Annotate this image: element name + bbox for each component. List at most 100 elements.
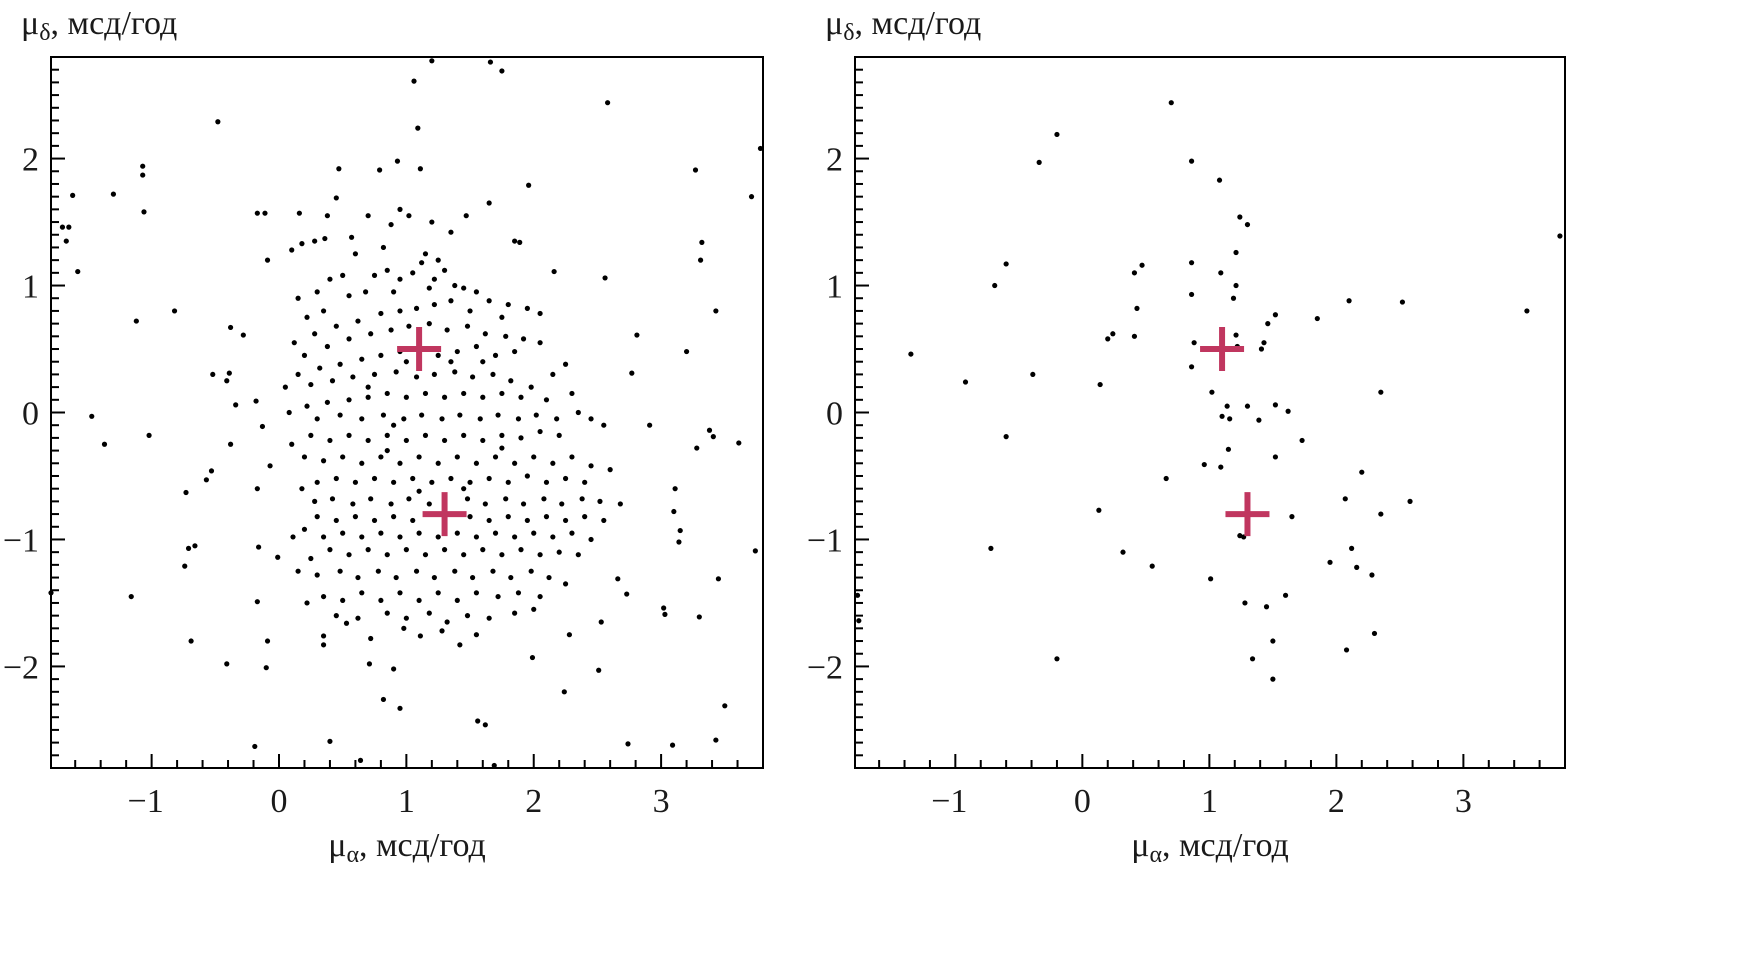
data-point	[378, 352, 384, 358]
y-tick-label: −1	[807, 522, 843, 559]
data-point	[486, 200, 492, 206]
data-point	[1256, 417, 1262, 423]
data-point	[359, 590, 365, 596]
data-point	[1272, 454, 1279, 460]
data-point	[397, 705, 403, 711]
data-point	[518, 435, 524, 441]
data-point	[1314, 315, 1320, 322]
data-point	[439, 628, 445, 634]
data-point	[598, 619, 604, 625]
data-point	[368, 496, 374, 502]
data-point	[597, 498, 603, 504]
data-point	[215, 119, 221, 125]
data-point	[486, 517, 492, 524]
data-point	[333, 517, 339, 524]
data-point	[1208, 576, 1214, 582]
data-point	[371, 475, 378, 482]
data-point	[359, 416, 365, 422]
data-point	[480, 547, 486, 553]
data-point	[490, 371, 496, 378]
x-tick-label: 0	[1074, 783, 1091, 820]
data-point	[327, 738, 333, 744]
data-point	[406, 213, 412, 219]
data-point	[128, 593, 134, 600]
data-point	[63, 238, 69, 244]
data-point	[1209, 389, 1215, 395]
data-point	[365, 547, 371, 553]
data-point	[203, 477, 209, 483]
data-point	[1244, 221, 1251, 228]
data-point	[264, 257, 271, 263]
data-point	[452, 369, 458, 375]
data-point	[1354, 564, 1360, 570]
data-point	[546, 574, 552, 581]
data-point	[1359, 469, 1365, 475]
data-point	[531, 530, 537, 536]
data-point	[671, 508, 677, 515]
data-point	[1244, 403, 1251, 409]
data-points	[854, 100, 1563, 682]
data-point	[289, 247, 295, 253]
plot-frame	[50, 56, 764, 769]
data-point	[352, 251, 359, 257]
data-point	[403, 547, 409, 553]
data-point	[413, 305, 420, 311]
cluster-center-marker	[422, 492, 467, 537]
data-point	[464, 496, 471, 502]
data-point	[473, 460, 480, 466]
data-point	[378, 454, 384, 460]
cluster-center-marker	[1225, 492, 1270, 537]
data-point	[562, 361, 569, 367]
data-point	[1054, 131, 1060, 138]
y-tick-label: −2	[807, 649, 843, 686]
data-point	[908, 351, 914, 357]
x-tick-label: 2	[1328, 783, 1345, 820]
data-point	[454, 348, 460, 355]
data-point	[401, 625, 407, 631]
data-point	[282, 384, 288, 390]
data-point	[384, 390, 390, 397]
y-tick-label: −2	[3, 649, 39, 686]
data-point	[89, 413, 95, 419]
data-point	[253, 398, 259, 404]
data-point	[486, 475, 492, 482]
data-point	[492, 352, 499, 358]
data-point	[368, 331, 374, 337]
data-point	[482, 331, 488, 337]
data-point	[416, 454, 422, 460]
data-point	[286, 409, 292, 416]
data-point	[1261, 340, 1267, 346]
data-point	[403, 359, 409, 365]
data-point	[431, 301, 437, 308]
data-point	[378, 310, 384, 317]
data-point	[463, 213, 469, 219]
data-point	[601, 517, 607, 524]
data-point	[503, 333, 509, 339]
data-point	[467, 479, 473, 485]
data-point	[512, 238, 518, 244]
data-point	[343, 620, 350, 626]
data-point	[461, 285, 467, 291]
data-point	[1327, 559, 1333, 565]
data-point	[452, 282, 458, 289]
data-point	[722, 703, 728, 709]
data-point	[352, 479, 359, 485]
data-point	[1224, 403, 1230, 409]
data-point	[1343, 647, 1350, 653]
data-point	[70, 192, 76, 198]
data-point	[554, 416, 560, 422]
data-point	[397, 276, 403, 282]
data-point	[295, 371, 301, 378]
data-point	[757, 145, 764, 152]
plot-panel-left: 2 1 0 −1 −2 −1 0 1 2 3 μδ, мсд/год μα, мсд/год	[3, 5, 764, 868]
data-point	[290, 534, 296, 540]
data-point	[551, 268, 557, 275]
data-point	[224, 378, 230, 384]
data-point	[240, 332, 246, 338]
data-point	[406, 323, 412, 329]
data-point	[480, 394, 486, 400]
data-point	[365, 213, 371, 219]
data-point	[524, 473, 530, 479]
data-point	[304, 403, 310, 409]
